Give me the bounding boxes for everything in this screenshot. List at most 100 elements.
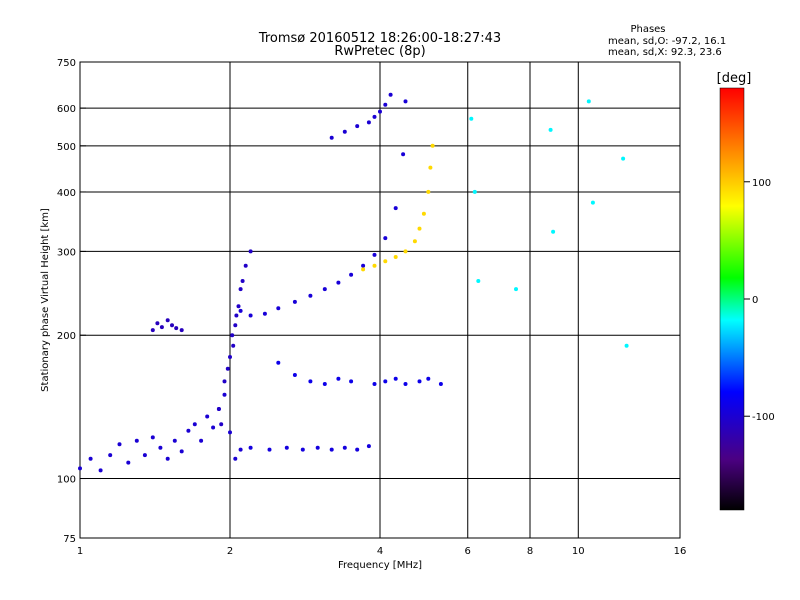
stats-title: Phases [630,24,665,35]
colorbar-ticks: 100 0 -100 [744,178,775,423]
y-axis-ticks: 75 100 200 300 400 500 600 750 [57,58,86,545]
x-tick-label: 1 [77,546,83,557]
y-tick-label: 300 [57,247,76,258]
data-point [276,306,281,311]
data-point [403,249,408,254]
data-point [170,323,174,328]
y-tick-label: 75 [63,534,76,545]
data-point [336,376,341,381]
data-point [292,299,297,304]
colorbar-tick-label: 100 [752,178,771,189]
data-point [403,382,408,386]
y-axis-label: Stationary phase Virtual Height [km] [40,208,51,392]
data-point [308,293,313,298]
data-point [417,379,422,384]
data-point [219,422,224,427]
data-point [355,447,360,452]
x-axis-label: Frequency [MHz] [338,560,422,571]
data-point [426,189,431,194]
data-point [199,438,204,443]
data-point [417,226,422,231]
data-point [284,445,289,450]
data-point [179,328,184,333]
data-point [378,109,382,114]
data-point [393,255,398,259]
data-point [126,460,131,465]
data-point [150,328,155,333]
chart-title: Tromsø 20160512 18:26:00-18:27:43 [258,31,501,46]
data-point [621,156,626,161]
data-point [142,453,147,458]
data-point [186,428,191,433]
data-point [158,445,163,450]
data-point [222,379,227,384]
data-point [211,425,216,430]
data-point [276,360,281,365]
data-point [361,263,366,268]
data-point [222,392,227,397]
data-point [514,287,518,292]
data-point [234,313,239,318]
data-point [238,447,243,452]
data-point [401,152,406,157]
data-point [383,236,388,241]
x-axis-ticks: 1 2 4 6 8 10 16 [77,546,687,557]
data-point [179,449,184,454]
x-tick-label: 4 [377,546,383,557]
data-point [329,135,334,140]
data-point [388,92,393,97]
data-point [372,382,377,386]
y-tick-label: 100 [57,475,76,486]
data-point [322,287,327,292]
data-point [393,206,398,211]
y-tick-label: 200 [57,331,76,342]
data-point [428,165,433,170]
data-point [372,114,377,119]
data-point [426,376,431,381]
data-point [624,343,629,348]
data-point [361,267,366,272]
x-tick-label: 10 [572,546,585,557]
data-point [336,280,341,285]
data-point [238,308,243,313]
data-point [372,263,377,268]
data-point [78,466,82,471]
data-point [262,311,267,316]
data-point [590,200,595,205]
data-point [165,318,170,323]
colorbar-label: [deg] [717,71,752,86]
data-point [216,407,221,411]
data-point [349,379,354,384]
colorbar-tick-label: -100 [752,412,775,423]
data-point [586,99,591,104]
data-point [308,379,313,384]
data-point [240,279,245,283]
data-points [78,92,629,473]
x-tick-label: 6 [465,546,471,557]
data-point [476,279,481,283]
data-point [248,249,253,254]
data-point [228,430,232,435]
data-point [155,321,160,326]
data-point [233,323,238,328]
data-point [383,379,388,384]
data-point [366,120,371,125]
x-tick-label: 16 [674,546,687,557]
data-point [205,414,210,419]
data-point [342,445,347,450]
data-point [383,259,388,264]
data-point [233,456,238,461]
data-point [548,127,553,132]
data-point [366,444,371,449]
y-tick-label: 600 [57,104,76,115]
data-point [248,313,253,318]
data-point [469,116,474,121]
stats-line-o: mean, sd,O: -97.2, 16.1 [608,36,726,47]
data-point [238,287,243,292]
data-point [159,325,164,330]
grid-lines [80,62,680,538]
y-tick-label: 500 [57,142,76,153]
data-point [421,211,426,216]
data-point [551,229,556,234]
